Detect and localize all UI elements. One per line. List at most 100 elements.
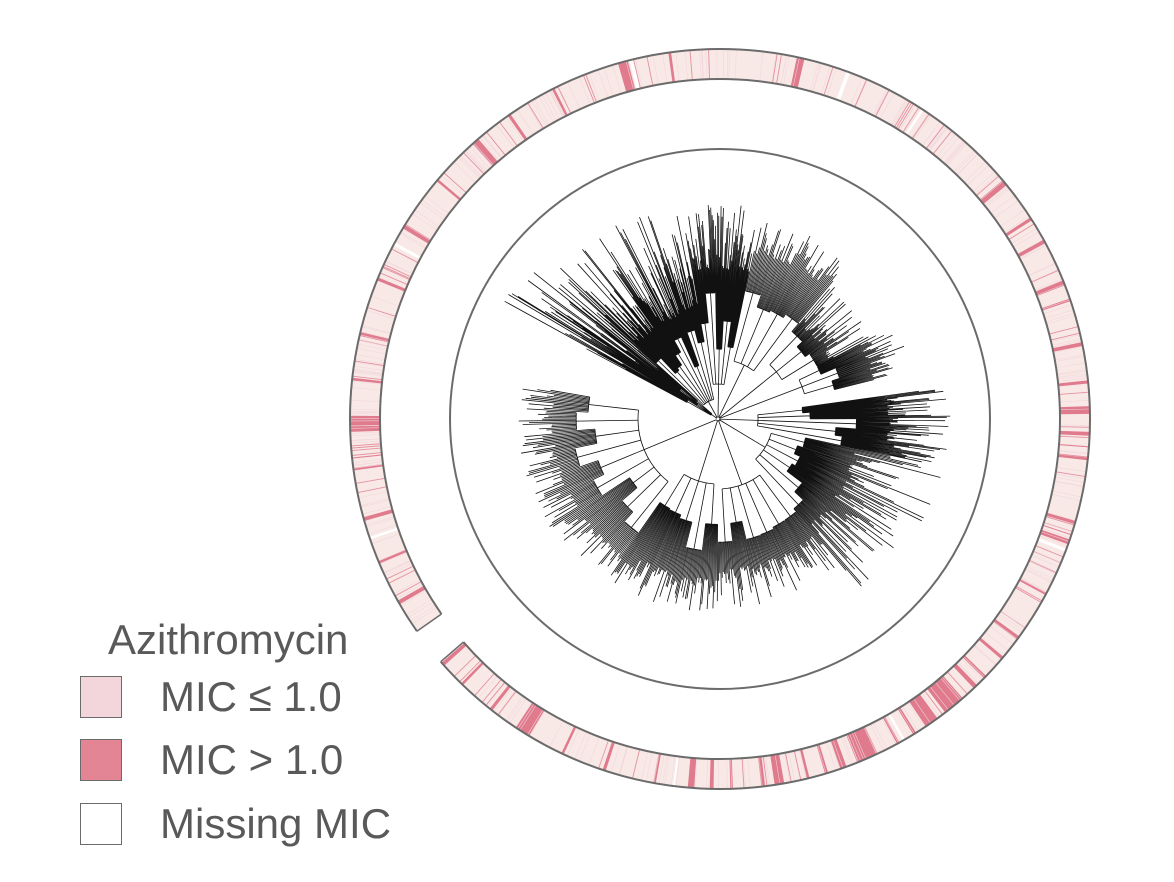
ring-high-mic-tick	[793, 750, 802, 781]
ring-high-mic-tick	[1058, 453, 1089, 458]
ring-high-mic-tick	[796, 58, 805, 88]
ring-high-mic-tick	[962, 656, 985, 679]
ring-high-mic-tick	[1035, 545, 1064, 558]
tree-boundary-circle	[449, 148, 991, 690]
ring-high-mic-segment	[489, 685, 511, 711]
ring-low-mic-tick	[911, 113, 929, 139]
ring-low-mic-tick	[956, 153, 978, 176]
ring-high-mic-tick	[1059, 435, 1090, 439]
ring-missing-mic-segment	[629, 59, 641, 90]
ring-low-mic-tick	[358, 491, 388, 499]
ring-low-mic-tick	[497, 690, 516, 715]
ring-inner-outline	[379, 78, 1061, 760]
ring-low-mic-tick	[694, 758, 698, 789]
ring-low-mic-tick	[460, 154, 482, 177]
ring-low-mic-tick	[953, 149, 975, 173]
ring-low-mic-tick	[466, 148, 488, 172]
ring-low-mic-tick	[393, 579, 421, 595]
ring-low-mic-tick	[892, 100, 909, 127]
ring-low-mic-tick	[903, 107, 921, 134]
ring-high-mic-tick	[459, 660, 482, 683]
ring-low-mic-tick	[699, 49, 702, 80]
ring-low-mic-tick	[761, 756, 766, 787]
ring-low-mic-tick	[350, 425, 381, 427]
ring-low-mic-tick	[538, 96, 554, 123]
ring-high-mic-segment	[397, 585, 426, 604]
ring-high-mic-tick	[1019, 579, 1047, 595]
ring-low-mic-tick	[664, 755, 670, 785]
ring-high-mic-tick	[1059, 444, 1089, 448]
ring-high-mic-tick	[352, 454, 382, 459]
ring-high-mic-tick	[399, 588, 426, 605]
legend-label-missing: Missing MIC	[160, 800, 392, 847]
ring-low-mic-tick	[864, 726, 879, 754]
ring-low-mic-tick	[533, 98, 550, 126]
ring-low-mic-tick	[370, 295, 400, 307]
ring-low-mic-tick	[612, 64, 622, 94]
ring-low-mic-tick	[851, 732, 864, 761]
ring-low-mic-tick	[603, 67, 614, 97]
ring-low-mic-tick	[406, 598, 432, 616]
ring-high-mic-tick	[367, 306, 396, 317]
ring-high-mic-segment	[602, 741, 615, 771]
ring-low-mic-tick	[672, 756, 677, 786]
ring-low-mic-tick	[517, 703, 535, 730]
ring-low-mic-tick	[963, 656, 986, 678]
ring-low-mic-tick	[765, 755, 771, 786]
ring-low-mic-tick	[891, 99, 908, 126]
ring-low-mic-tick	[371, 533, 401, 545]
ring-low-mic-tick	[1050, 334, 1081, 342]
ring-low-mic-tick	[701, 49, 704, 80]
ring-low-mic-tick	[519, 704, 537, 731]
ring-low-mic-tick	[675, 756, 680, 787]
ring-low-mic-tick	[913, 698, 931, 724]
ring-low-mic-tick	[684, 50, 689, 81]
ring-high-mic-tick	[897, 103, 914, 130]
ring-high-mic-tick	[823, 66, 834, 96]
ring-low-mic-tick	[588, 72, 600, 102]
legend-label-mic-high: MIC > 1.0	[160, 736, 344, 783]
ring-low-mic-tick	[929, 127, 949, 152]
ring-low-mic-tick	[1028, 560, 1057, 574]
ring-high-mic-segment	[352, 377, 383, 384]
ring-low-mic-tick	[957, 662, 979, 684]
ring-low-mic-tick	[849, 733, 862, 762]
ring-low-mic-tick	[997, 615, 1023, 634]
ring-high-mic-tick	[486, 131, 506, 156]
ring-low-mic-tick	[780, 54, 787, 85]
ring-high-mic-tick	[382, 267, 411, 281]
ring-low-mic-tick	[1057, 377, 1088, 382]
ring-low-mic-tick	[928, 126, 948, 151]
ring-low-mic-tick	[453, 161, 476, 183]
ring-low-mic-tick	[1054, 476, 1085, 483]
ring-low-mic-tick	[350, 408, 381, 411]
ring-low-mic-tick	[850, 77, 863, 106]
ring-high-mic-tick	[355, 477, 386, 484]
ring-high-mic-segment	[507, 114, 528, 141]
ring-low-mic-tick	[493, 687, 513, 712]
ring-low-mic-tick	[812, 63, 822, 93]
ring-low-mic-tick	[619, 746, 629, 776]
ring-high-mic-tick	[633, 59, 641, 89]
ring-low-mic-tick	[922, 121, 941, 146]
ring-low-mic-tick	[365, 517, 395, 528]
ring-low-mic-tick	[870, 723, 885, 751]
ring-low-mic-tick	[743, 758, 746, 789]
ring-low-mic-tick	[747, 757, 751, 788]
ring-high-mic-tick	[497, 690, 517, 716]
ring-low-mic-tick	[940, 677, 961, 701]
ring-low-mic-tick	[730, 758, 732, 789]
ring-low-mic-tick	[985, 188, 1010, 208]
ring-low-mic-tick	[1056, 467, 1087, 473]
ring-low-mic-tick	[350, 440, 381, 444]
ring-high-mic-tick	[646, 56, 654, 86]
ring-low-mic-tick	[1040, 531, 1070, 542]
ring-low-mic-tick	[506, 116, 525, 142]
ring-high-mic-tick	[1045, 516, 1075, 526]
mic-annotation-ring	[349, 48, 1091, 790]
ring-low-mic-tick	[400, 231, 427, 248]
ring-high-mic-tick	[527, 709, 544, 736]
ring-low-mic-tick	[944, 141, 966, 165]
ring-high-mic-tick	[668, 52, 674, 83]
